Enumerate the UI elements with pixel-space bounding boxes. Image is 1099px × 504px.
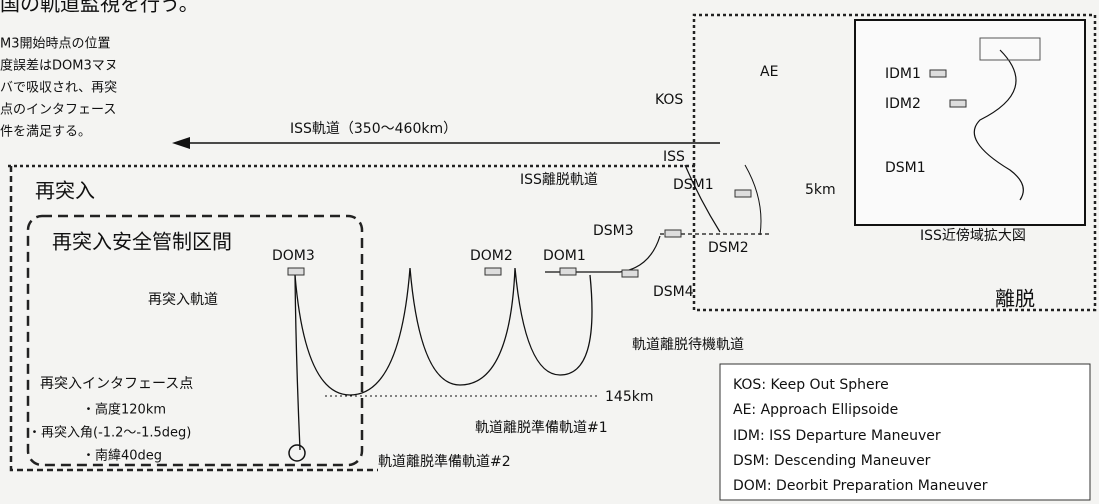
reentry-region-border [9, 166, 378, 472]
inset-trajectory [973, 49, 1024, 201]
legend-line: KOS: Keep Out Sphere [733, 377, 889, 393]
point-label: 5km [805, 182, 836, 198]
inset-caption: ISS近傍域拡大図 [920, 227, 1026, 244]
orbit-label: 軌道離脱準備軌道#1 [475, 419, 608, 436]
iss-departure-orbit [684, 164, 721, 233]
point-label: DOM3 [272, 248, 315, 264]
orbit-label: 軌道離脱準備軌道#2 [378, 453, 511, 470]
point-label: DSM1 [673, 177, 714, 193]
point-label: DOM1 [543, 248, 586, 264]
point-label: DOM2 [470, 248, 513, 264]
orbit-label: ISS軌道（350〜460km） [290, 121, 457, 137]
legend-line: AE: Approach Ellipsoide [733, 402, 898, 418]
note-line: バで吸収され、再突 [0, 80, 117, 96]
orbit-label: 軌道離脱待機軌道 [632, 336, 744, 353]
inset-box [854, 19, 1086, 226]
inset-label: DSM1 [885, 160, 926, 176]
ae-curve [744, 164, 762, 236]
interface-title: 再突入インタフェース点 [40, 376, 193, 392]
safety-zone-border [26, 214, 364, 467]
orbit-label: 再突入軌道 [148, 292, 218, 308]
point-label: KOS [655, 92, 683, 108]
inset-label: IDM1 [885, 66, 921, 82]
legend-box [719, 363, 1091, 501]
legend-line: DOM: Deorbit Preparation Maneuver [733, 478, 988, 494]
altitude-label: 145km [605, 389, 653, 405]
iss-icon [979, 37, 1041, 61]
point-label: AE [760, 64, 778, 80]
note-line: 件を満足する。 [0, 125, 91, 140]
point-label: DSM4 [653, 284, 694, 300]
interface-item: ・再突入角(-1.2〜-1.5deg) [28, 425, 191, 441]
region-title: 離脱 [995, 287, 1035, 311]
inset-label: IDM2 [885, 96, 921, 112]
standby-orbit [545, 235, 661, 273]
interface-point [288, 444, 306, 462]
orbit-label: ISS離脱軌道 [520, 171, 598, 188]
note-line: 度誤差はDOM3マヌ [0, 58, 118, 74]
zone-title: 再突入安全管制区間 [52, 230, 232, 254]
departure-region-border [692, 13, 1097, 312]
arrowhead [172, 137, 190, 149]
reentry-trajectory [294, 274, 301, 451]
point-label: ISS [663, 149, 685, 165]
point-label: DSM2 [708, 240, 749, 256]
note-line: 点のインタフェース [0, 103, 116, 118]
region-title: 再突入 [35, 179, 95, 203]
point-label: DSM3 [593, 223, 634, 239]
header-text: 国の軌道監視を行う。 [0, 0, 199, 16]
interface-item: ・高度120km [82, 402, 166, 418]
legend-line: IDM: ISS Departure Maneuver [733, 428, 941, 444]
note-line: M3開始時点の位置 [0, 37, 111, 52]
spacecraft-icons [287, 69, 967, 278]
prep-orbit-loops [294, 267, 593, 396]
legend-line: DSM: Descending Maneuver [733, 453, 931, 469]
interface-item: ・南緯40deg [82, 448, 162, 464]
